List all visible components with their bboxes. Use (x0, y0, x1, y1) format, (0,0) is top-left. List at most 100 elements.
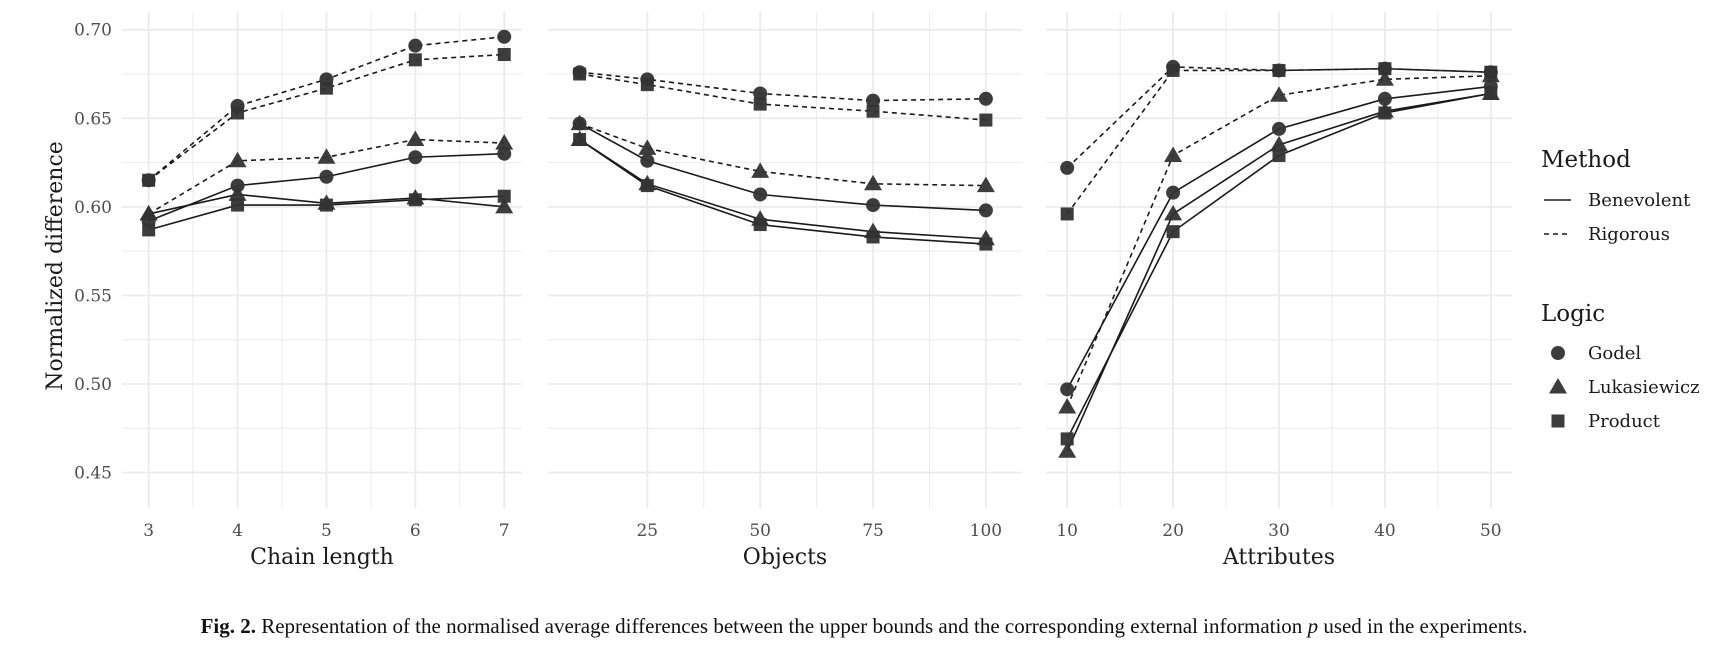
series-line-rigorous-lukasiewicz (1066, 74, 1491, 408)
legend-title-logic: Logic (1541, 301, 1605, 327)
caption-text-before: Representation of the normalised average… (261, 614, 1303, 638)
legend-title-method: Method (1541, 147, 1631, 173)
point-rigorous-product (979, 113, 993, 127)
series-line-rigorous-product (1066, 67, 1491, 215)
legend-label-godel: Godel (1588, 343, 1641, 364)
point-benevolent-product (1060, 432, 1074, 446)
x-tick-label: 3 (143, 521, 154, 541)
point-rigorous-product (640, 78, 654, 92)
point-benevolent-godel (1377, 91, 1392, 106)
point-benevolent-godel (1166, 185, 1181, 200)
point-rigorous-lukasiewicz (495, 134, 514, 150)
point-rigorous-lukasiewicz (638, 139, 657, 155)
figure: Normalized difference 0.450.500.550.600.… (43, 12, 1700, 570)
x-axis-label: Objects (743, 545, 827, 570)
point-rigorous-lukasiewicz (1164, 146, 1183, 162)
y-axis-label: Normalized difference (43, 141, 68, 391)
point-benevolent-godel (753, 187, 768, 202)
point-rigorous-product (497, 48, 511, 62)
point-rigorous-lukasiewicz (317, 148, 336, 164)
point-rigorous-lukasiewicz (406, 130, 425, 147)
point-benevolent-product (142, 223, 156, 237)
point-benevolent-product (1166, 225, 1180, 239)
x-tick-label: 6 (410, 521, 421, 541)
y-tick-label: 0.45 (74, 464, 112, 484)
point-benevolent-product (319, 198, 333, 212)
x-tick-label: 25 (636, 521, 658, 541)
point-benevolent-product (1484, 86, 1498, 100)
legend-label-benevolent: Benevolent (1588, 190, 1691, 211)
point-rigorous-product (142, 173, 156, 187)
point-rigorous-product (753, 97, 767, 111)
point-rigorous-product (1166, 63, 1180, 77)
caption-label: Fig. 2. (200, 614, 256, 638)
point-rigorous-product (231, 106, 245, 120)
x-axis-label: Attributes (1222, 545, 1335, 570)
series-line-rigorous-lukasiewicz (579, 122, 986, 187)
point-rigorous-lukasiewicz (864, 174, 883, 191)
legend-label-product: Product (1588, 411, 1661, 432)
point-benevolent-godel (319, 169, 334, 184)
point-benevolent-lukasiewicz (1058, 442, 1077, 458)
point-rigorous-lukasiewicz (570, 114, 589, 131)
x-tick-label: 40 (1374, 521, 1396, 541)
y-tick-labels: 0.45 0.50 0.55 0.60 0.65 0.70 (74, 21, 112, 484)
point-benevolent-godel (978, 203, 993, 218)
point-legend-lukasiewicz (1549, 378, 1567, 394)
series-line-rigorous-product (148, 53, 505, 181)
point-rigorous-lukasiewicz (976, 176, 995, 193)
point-benevolent-lukasiewicz (228, 185, 247, 201)
point-benevolent-product (866, 230, 880, 244)
point-rigorous-lukasiewicz (1058, 398, 1077, 414)
point-legend-godel (1551, 346, 1565, 360)
point-benevolent-godel (1272, 121, 1286, 136)
point-legend-product (1551, 414, 1565, 428)
point-benevolent-godel (408, 150, 423, 165)
point-rigorous-product (573, 67, 587, 81)
point-benevolent-lukasiewicz (495, 197, 514, 214)
y-tick-label: 0.55 (74, 286, 112, 306)
series-line-benevolent-product (579, 138, 986, 245)
point-rigorous-product (1272, 63, 1286, 77)
point-benevolent-product (753, 218, 767, 232)
point-benevolent-product (640, 179, 654, 193)
point-rigorous-product (1484, 65, 1498, 79)
point-benevolent-product (573, 133, 587, 147)
point-benevolent-godel (640, 153, 655, 168)
y-tick-label: 0.60 (74, 198, 112, 218)
point-benevolent-product (408, 193, 422, 207)
caption-variable: p (1307, 614, 1319, 638)
x-tick-label: 7 (499, 521, 510, 541)
x-tick-label: 50 (1480, 521, 1502, 541)
point-rigorous-godel (978, 91, 993, 106)
point-benevolent-godel (497, 146, 512, 161)
point-rigorous-godel (753, 86, 768, 101)
point-rigorous-godel (1060, 160, 1075, 175)
point-benevolent-lukasiewicz (1270, 135, 1288, 152)
legend: Method Benevolent Rigorous Logic Godel Lukasi… (1541, 147, 1700, 432)
point-benevolent-lukasiewicz (1164, 204, 1183, 221)
point-rigorous-product (1378, 62, 1392, 76)
caption-text-after: used in the experiments. (1323, 614, 1528, 638)
point-rigorous-lukasiewicz (1270, 86, 1288, 102)
y-tick-label: 0.65 (74, 109, 112, 129)
x-tick-label: 75 (862, 521, 884, 541)
point-rigorous-godel (866, 93, 881, 108)
point-rigorous-lukasiewicz (1375, 70, 1394, 86)
point-benevolent-godel (866, 198, 881, 213)
point-rigorous-godel (408, 38, 423, 53)
point-benevolent-product (1272, 148, 1286, 162)
series-line-benevolent-godel (579, 122, 986, 212)
panel-3: 10 20 30 40 50 Attributes (1046, 12, 1512, 570)
legend-label-lukasiewicz: Lukasiewicz (1588, 377, 1700, 398)
y-tick-label: 0.70 (74, 21, 112, 41)
x-axis-label: Chain length (250, 545, 394, 570)
x-tick-label: 100 (970, 521, 1002, 541)
point-rigorous-lukasiewicz (139, 204, 158, 221)
series-line-rigorous-godel (579, 71, 986, 102)
x-tick-label: 4 (232, 521, 243, 541)
point-benevolent-product (231, 198, 245, 212)
point-rigorous-lukasiewicz (751, 162, 770, 178)
point-benevolent-product (1378, 106, 1392, 120)
point-rigorous-product (1060, 207, 1074, 221)
